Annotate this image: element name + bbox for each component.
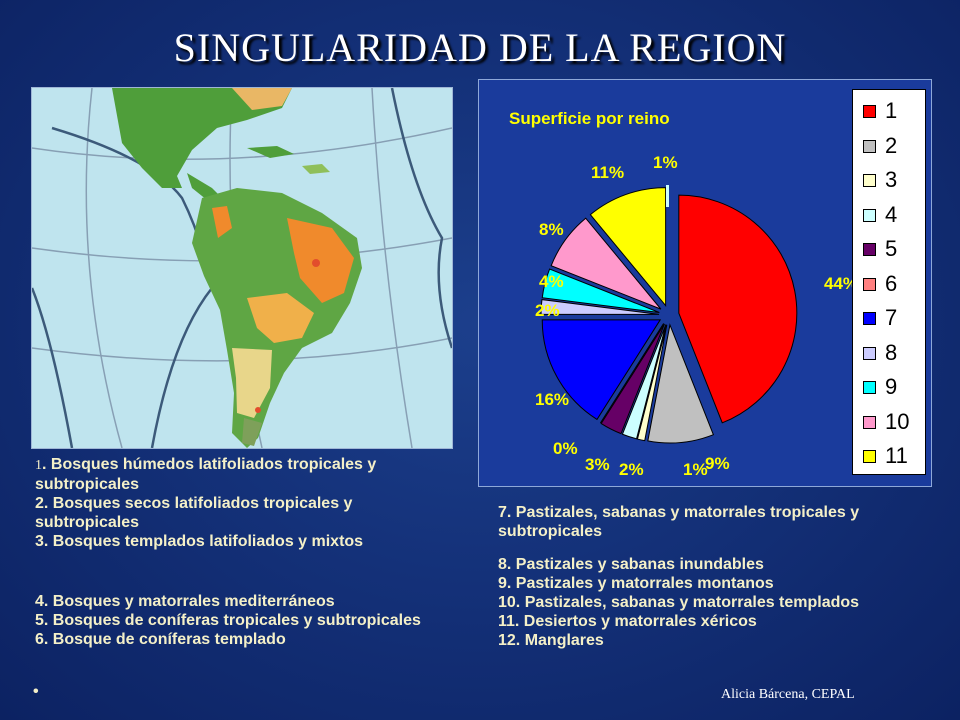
- legend-swatch-3: [863, 174, 876, 187]
- legend-label-3: 3: [885, 167, 898, 192]
- legend-item-4: 4. Bosques y matorrales mediterráneos: [35, 593, 335, 610]
- south-america-ecoregion-map: [31, 87, 453, 449]
- slide-title: SINGULARIDAD DE LA REGION: [173, 25, 787, 70]
- pie-value-label-1: 44%: [824, 274, 858, 293]
- legend-item-2: 2. Bosques secos latifoliados tropicales…: [35, 495, 353, 531]
- legend-item-8: 8. Pastizales y sabanas inundables: [498, 556, 764, 573]
- pie-slice-8: [540, 299, 660, 315]
- legend-label-1: 1: [885, 98, 898, 123]
- legend-items-4-6: 4. Bosques y matorrales mediterráneos 5.…: [35, 592, 455, 649]
- legend-item-11: 11. Desiertos y matorrales xéricos: [498, 613, 757, 630]
- legend-item-7: 7. Pastizales, sabanas y matorrales trop…: [498, 504, 860, 540]
- legend-label-8: 8: [885, 339, 898, 365]
- legend-item-1-number: 1: [35, 458, 42, 473]
- pie-slice-1: [678, 194, 798, 424]
- bullet-point: •: [33, 683, 39, 700]
- legend-item-5: 5. Bosques de coníferas tropicales y sub…: [35, 612, 421, 629]
- legend-item-1: 1. Bosques húmedos latifoliados tropical…: [35, 455, 455, 494]
- legend-item-12: 12. Manglares: [498, 632, 604, 649]
- pie-slice-3: [636, 324, 668, 442]
- pie-value-label-8: 2%: [535, 301, 560, 320]
- legend-label-6: 6: [885, 270, 898, 296]
- legend-item-1-text: . Bosques húmedos latifoliados tropicale…: [35, 456, 377, 493]
- pie-slice-9: [541, 268, 660, 314]
- pie-slice-4: [621, 324, 667, 440]
- legend-item-6: 6. Bosque de coníferas templado: [35, 631, 286, 648]
- pie-value-label-top: 1%: [653, 153, 678, 172]
- pie-value-label-11: 11%: [591, 163, 624, 182]
- legend-label-9: 9: [885, 374, 898, 399]
- legend-label-11: 11: [885, 443, 908, 468]
- legend-swatch-6: [863, 277, 876, 291]
- pie-slice-2: [647, 323, 715, 444]
- pie-value-label-3: 1%: [683, 460, 708, 479]
- legend-swatch-8: [863, 346, 876, 360]
- legend-item-3: 3. Bosques templados latifoliados y mixt…: [35, 533, 364, 550]
- pie-slice-sliver: [666, 185, 669, 207]
- pie-slice-5: [600, 323, 665, 435]
- legend-label-2: 2: [885, 132, 898, 158]
- pie-slice-7: [541, 319, 662, 421]
- pie-slice-11: [589, 187, 667, 307]
- legend-item-10: 10. Pastizales, sabanas y matorrales tem…: [498, 594, 860, 611]
- legend-label-7: 7: [885, 305, 898, 330]
- pie-value-label-5: 3%: [585, 455, 610, 474]
- legend-swatch-4: [863, 208, 876, 222]
- legend-swatch-2: [863, 139, 876, 153]
- legend-swatch-10: [863, 415, 876, 429]
- pie-slice-10: [550, 217, 662, 310]
- pie-chart: Superficie por reino 44%9%1%2%3%0%16%2%4…: [509, 109, 858, 479]
- legend-item-9: 9. Pastizales y matorrales montanos: [498, 575, 774, 592]
- legend-swatch-5: [863, 243, 876, 256]
- pie-chart-panel: Superficie por reino 44% 9% 1% 2% 3% 0% 16% 2% 4…: [478, 79, 932, 487]
- legend-label-10: 10: [885, 408, 910, 434]
- legend-swatch-7: [863, 312, 876, 325]
- legend-swatch-1: [863, 105, 876, 118]
- pie-value-label-6: 0%: [553, 439, 578, 458]
- legend-items-8-12: 8. Pastizales y sabanas inundables 9. Pa…: [498, 555, 898, 650]
- pie-value-label-9: 4%: [539, 272, 564, 291]
- legend-items-1-3: 1. Bosques húmedos latifoliados tropical…: [35, 455, 455, 551]
- author-credit: Alicia Bárcena, CEPAL: [721, 687, 855, 702]
- pie-value-label-2: 9%: [705, 454, 730, 473]
- pie-value-label-4: 2%: [619, 460, 644, 479]
- legend-swatch-11: [863, 450, 876, 463]
- pie-value-label-10: 8%: [539, 220, 564, 239]
- chart-legend: 1 2 3 4 5 6 7 8 9 10 11: [852, 89, 926, 475]
- legend-label-5: 5: [885, 236, 898, 261]
- legend-label-4: 4: [885, 201, 898, 227]
- chart-title: Superficie por reino: [509, 109, 670, 128]
- pie-value-label-7: 16%: [535, 390, 569, 409]
- legend-swatch-9: [863, 381, 876, 394]
